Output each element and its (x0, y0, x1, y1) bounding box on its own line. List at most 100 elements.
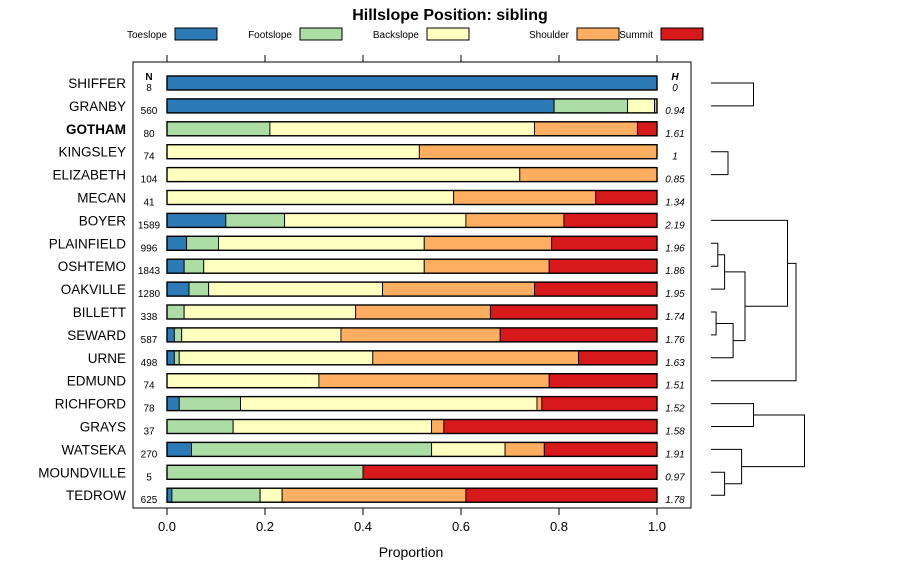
bar-oshtemo-backslope (203, 258, 425, 274)
bar-granby-backslope (627, 98, 655, 114)
bar-oshtemo-summit (548, 258, 658, 274)
bar-billett-shoulder (355, 304, 491, 320)
bar-oakville-summit (534, 281, 658, 297)
category-label-moundville: MOUNDVILLE (38, 465, 126, 480)
h-value-oshtemo: 1.86 (665, 266, 685, 277)
bar-urne-toeslope (166, 350, 175, 366)
bar-oshtemo-shoulder (423, 258, 550, 274)
bar-outline-richford (166, 395, 658, 412)
bar-group-granby (166, 98, 658, 114)
bar-tedrow-backslope (259, 487, 283, 503)
x-tick-label-1: 0.2 (256, 519, 274, 534)
bar-elizabeth-shoulder (519, 167, 658, 183)
bar-outline-moundville (166, 464, 658, 480)
bar-outline-oshtemo (166, 258, 658, 274)
bar-grays-shoulder (431, 419, 445, 434)
bar-billett-backslope (183, 304, 357, 320)
bar-tedrow-footslope (171, 487, 261, 503)
bar-plainfield-summit (551, 235, 658, 251)
bar-watseka-summit (543, 441, 658, 457)
dendrogram-merge-12 (711, 403, 754, 427)
bar-outline-elizabeth (166, 166, 658, 183)
category-label-gotham: GOTHAM (66, 122, 126, 137)
n-value-kingsley: 74 (143, 152, 155, 163)
n-value-gotham: 80 (143, 129, 155, 140)
x-tick-label-5: 1.0 (648, 519, 666, 534)
bar-outline-oakville (166, 281, 658, 297)
h-value-mecan: 1.34 (665, 198, 685, 209)
bar-urne-shoulder (372, 350, 580, 366)
bar-tedrow-summit (465, 487, 658, 503)
bar-edmund-backslope (166, 373, 320, 389)
legend-swatch-toeslope (174, 27, 218, 41)
bar-grays-summit (443, 419, 658, 434)
legend-label-shoulder: Shoulder (529, 30, 570, 41)
h-value-oakville: 1.95 (665, 289, 685, 300)
bar-outline-tedrow (166, 487, 658, 503)
h-value-granby: 0.94 (665, 106, 685, 117)
n-value-tedrow: 625 (141, 495, 158, 506)
dendrogram-merge-13 (711, 471, 726, 496)
n-value-seward: 587 (141, 335, 158, 346)
bar-layer (166, 75, 658, 503)
bar-group-gotham (166, 121, 658, 137)
category-label-shiffer: SHIFFER (68, 76, 126, 91)
category-label-granby: GRANBY (69, 99, 126, 114)
dendrogram-merge-4 (711, 311, 717, 336)
bar-oakville-shoulder (382, 281, 535, 297)
bar-oshtemo-toeslope (166, 258, 185, 274)
category-labels: SHIFFER GRANBY GOTHAM KINGSLEY ELIZABETH MECA… (38, 76, 126, 503)
bar-shiffer-toeslope (166, 75, 658, 91)
legend-label-toeslope: Toeslope (127, 30, 167, 41)
h-value-gotham: 1.61 (665, 129, 684, 140)
bar-richford-shoulder (536, 396, 543, 412)
bar-boyer-shoulder (465, 212, 565, 228)
legend-swatch-summit (660, 27, 704, 41)
bar-plainfield-shoulder (423, 235, 553, 251)
bar-gotham-shoulder (534, 121, 638, 137)
bar-outline-seward (166, 327, 658, 343)
bar-gotham-backslope (269, 121, 535, 137)
bar-group-oshtemo (166, 258, 658, 274)
bar-group-kingsley (166, 143, 658, 160)
bar-group-shiffer (166, 75, 658, 91)
bar-watseka-shoulder (504, 441, 545, 457)
bar-oakville-toeslope (166, 281, 190, 297)
x-tick-label-3: 0.6 (452, 519, 470, 534)
bar-urne-footslope (173, 350, 180, 366)
bar-watseka-toeslope (166, 441, 192, 457)
bar-seward-backslope (181, 327, 342, 343)
bar-group-seward (166, 327, 658, 343)
bar-mecan-shoulder (453, 190, 597, 205)
bar-grays-backslope (232, 419, 433, 434)
bar-kingsley-backslope (166, 144, 420, 160)
bar-boyer-summit (563, 212, 658, 228)
legend-swatch-backslope (426, 27, 470, 41)
h-value-watseka: 1.91 (665, 449, 684, 460)
category-label-oakville: OAKVILLE (61, 282, 126, 297)
bar-kingsley-shoulder (418, 144, 658, 160)
dendrogram-merge-7 (724, 271, 746, 342)
bar-group-edmund (166, 373, 658, 389)
dendrogram-merge-3 (711, 242, 719, 267)
bar-group-tedrow (166, 487, 658, 503)
bar-granby-footslope (553, 98, 629, 114)
n-header: N (145, 72, 152, 83)
h-value-billett: 1.74 (665, 312, 685, 323)
legend-label-summit: Summit (619, 30, 653, 41)
bar-grays-footslope (166, 419, 234, 434)
bar-boyer-footslope (225, 212, 286, 228)
bar-richford-backslope (240, 396, 538, 412)
category-label-elizabeth: ELIZABETH (52, 168, 126, 183)
legend-label-backslope: Backslope (373, 30, 420, 41)
bar-watseka-footslope (191, 441, 433, 457)
h-value-seward: 1.76 (665, 335, 685, 346)
n-value-watseka: 270 (141, 449, 158, 460)
h-value-richford: 1.52 (665, 404, 685, 415)
bar-outline-granby (166, 98, 658, 114)
n-value-plainfield: 996 (141, 243, 158, 254)
h-value-tedrow: 1.78 (665, 495, 685, 506)
n-value-shiffer: 8 (146, 83, 152, 94)
bar-moundville-summit (362, 464, 658, 480)
